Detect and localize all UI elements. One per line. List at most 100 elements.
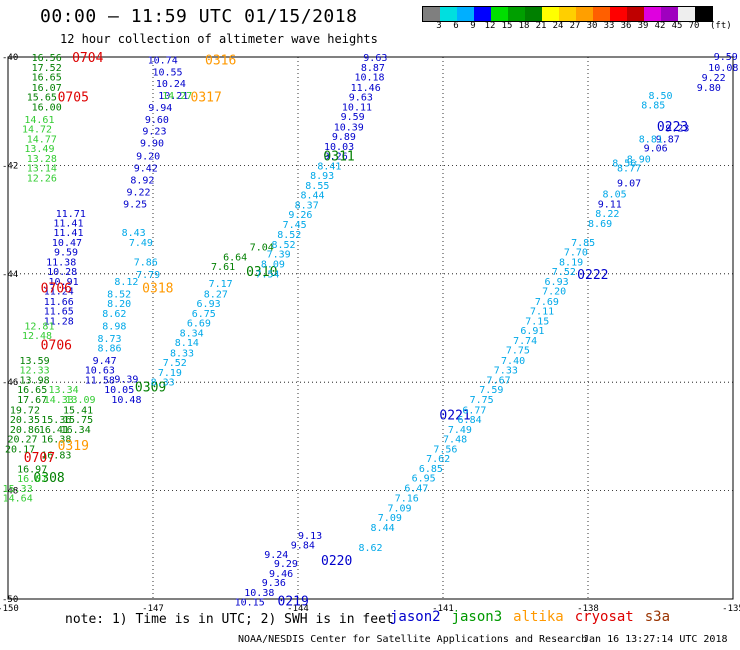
legend-entry-jason3: jason3 bbox=[451, 609, 503, 625]
wave-height-value: 10.15 bbox=[235, 598, 265, 609]
wave-height-value: 9.26 bbox=[324, 152, 348, 163]
track-time-label: 0221 bbox=[439, 409, 470, 424]
wave-height-value: 14.61 bbox=[24, 115, 54, 126]
wave-height-value: 10.28 bbox=[47, 267, 77, 278]
wave-height-value: 6.91 bbox=[520, 326, 544, 337]
wave-height-value: 13.59 bbox=[20, 356, 50, 367]
track-time-label: 0318 bbox=[142, 281, 173, 296]
colorbar-tick-label: 30 bbox=[586, 21, 598, 31]
wave-height-value: 7.70 bbox=[564, 248, 588, 259]
wave-height-value: 8.19 bbox=[559, 257, 583, 268]
wave-height-value: 16.65 bbox=[32, 73, 62, 84]
wave-height-value: 7.56 bbox=[433, 444, 457, 455]
legend-entry-jason2: jason2 bbox=[390, 609, 441, 625]
wave-height-value: 13.09 bbox=[65, 395, 95, 406]
footer-credit: NOAA/NESDIS Center for Satellite Applica… bbox=[238, 634, 588, 645]
colorbar-swatch bbox=[610, 7, 627, 21]
map-frame bbox=[7, 56, 734, 600]
longitude-tick-label: -150 bbox=[0, 604, 19, 614]
colorbar-swatch bbox=[542, 7, 559, 21]
wave-height-value: 6.75 bbox=[192, 309, 216, 320]
wave-height-value: 7.52 bbox=[163, 358, 187, 369]
colorbar-swatch bbox=[474, 7, 491, 21]
colorbar-tick-label: 21 bbox=[535, 21, 547, 31]
wave-height-value: 8.12 bbox=[114, 277, 138, 288]
latitude-tick-label: -50 bbox=[2, 595, 18, 605]
wave-height-value: 8.56 bbox=[612, 159, 636, 170]
track-time-label: 0310 bbox=[246, 265, 277, 280]
colorbar-unit: (ft) bbox=[710, 21, 732, 31]
wave-height-value: 8.98 bbox=[102, 321, 126, 332]
latitude-tick-label: -46 bbox=[2, 378, 18, 388]
wave-height-value: 15.36 bbox=[41, 415, 71, 426]
wave-height-value: 7.61 bbox=[211, 262, 235, 273]
colorbar-swatch bbox=[627, 7, 644, 21]
wave-height-value: 9.59 bbox=[54, 248, 78, 259]
wave-height-value: 11.46 bbox=[351, 83, 381, 94]
wave-height-value: 7.54 bbox=[256, 269, 280, 280]
wave-height-value: 9.25 bbox=[123, 199, 147, 210]
wave-height-value: 8.69 bbox=[588, 219, 612, 230]
colorbar-swatch bbox=[695, 7, 712, 21]
wave-height-value: 9.60 bbox=[145, 115, 169, 126]
longitude-tick-label: -147 bbox=[142, 604, 164, 614]
wave-height-value: 11.65 bbox=[44, 307, 74, 318]
wave-height-value: 7.59 bbox=[479, 385, 503, 396]
track-time-label: 0316 bbox=[205, 54, 236, 69]
wave-height-value: 16.83 bbox=[41, 450, 71, 461]
wave-height-value: 8.92 bbox=[130, 175, 154, 186]
wave-height-value: 6.69 bbox=[187, 319, 211, 330]
wave-height-value: 16.41 bbox=[39, 425, 69, 436]
wave-height-value: 9.87 bbox=[656, 134, 680, 145]
colorbar-swatch bbox=[678, 7, 695, 21]
wave-height-value: 13.98 bbox=[20, 375, 50, 386]
wave-height-value: 15.65 bbox=[27, 93, 57, 104]
colorbar-tick-label: 6 bbox=[453, 21, 459, 31]
footer-note: note: 1) Time is in UTC; 2) SWH is in fe… bbox=[65, 612, 394, 627]
track-time-label: 0309 bbox=[135, 381, 166, 396]
wave-height-value: 7.45 bbox=[283, 220, 307, 231]
wave-height-value: 9.23 bbox=[665, 123, 689, 134]
track-time-label: 0707 bbox=[24, 451, 55, 466]
wave-height-value: 7.67 bbox=[487, 375, 511, 386]
wave-height-value: 7.17 bbox=[209, 279, 233, 290]
wave-height-value: 13.34 bbox=[49, 385, 79, 396]
colorbar-swatch bbox=[644, 7, 661, 21]
wave-height-value: 9.59 bbox=[714, 52, 738, 63]
wave-height-value: 8.05 bbox=[603, 190, 627, 201]
wave-height-value: 7.52 bbox=[552, 267, 576, 278]
wave-height-value: 17.52 bbox=[32, 63, 62, 74]
wave-height-value: 10.05 bbox=[104, 385, 134, 396]
wave-height-value: 11.41 bbox=[53, 218, 83, 229]
wave-height-value: 9.80 bbox=[697, 83, 721, 94]
wave-height-value: 10.63 bbox=[85, 366, 115, 377]
wave-height-value: 8.93 bbox=[310, 171, 334, 182]
wave-height-value: 10.47 bbox=[52, 238, 82, 249]
wave-height-value: 14.72 bbox=[22, 125, 52, 136]
wave-height-value: 14.77 bbox=[27, 134, 57, 145]
wave-height-value: 12.81 bbox=[24, 321, 54, 332]
wave-height-colorbar bbox=[422, 6, 713, 22]
wave-height-value: 12.33 bbox=[20, 366, 50, 377]
wave-height-value: 11.71 bbox=[56, 209, 86, 220]
wave-height-value: 8.52 bbox=[277, 230, 301, 241]
wave-height-value: 8.27 bbox=[204, 289, 228, 300]
footer-timestamp: Jan 16 13:27:14 UTC 2018 bbox=[583, 634, 728, 645]
colorbar-tick-label: 42 bbox=[654, 21, 666, 31]
colorbar-tick-label: 9 bbox=[470, 21, 476, 31]
wave-height-value: 9.94 bbox=[148, 103, 172, 114]
legend-entry-s3a: s3a bbox=[644, 609, 671, 625]
wave-height-value: 9.46 bbox=[269, 569, 293, 580]
track-time-label: 0223 bbox=[657, 120, 688, 135]
wave-height-value: 8.50 bbox=[648, 91, 672, 102]
wave-height-value: 7.49 bbox=[129, 238, 153, 249]
wave-height-value: 7.16 bbox=[395, 494, 419, 505]
wave-height-value: 7.86 bbox=[134, 257, 158, 268]
colorbar-swatch bbox=[423, 7, 440, 21]
wave-height-value: 16.97 bbox=[17, 464, 47, 475]
wave-height-value: 7.04 bbox=[250, 243, 274, 254]
track-time-label: 0706 bbox=[41, 338, 72, 353]
wave-height-value: 15.33 bbox=[3, 484, 33, 495]
colorbar-tick-label: 12 bbox=[484, 21, 496, 31]
wave-height-value: 8.09 bbox=[261, 260, 285, 271]
